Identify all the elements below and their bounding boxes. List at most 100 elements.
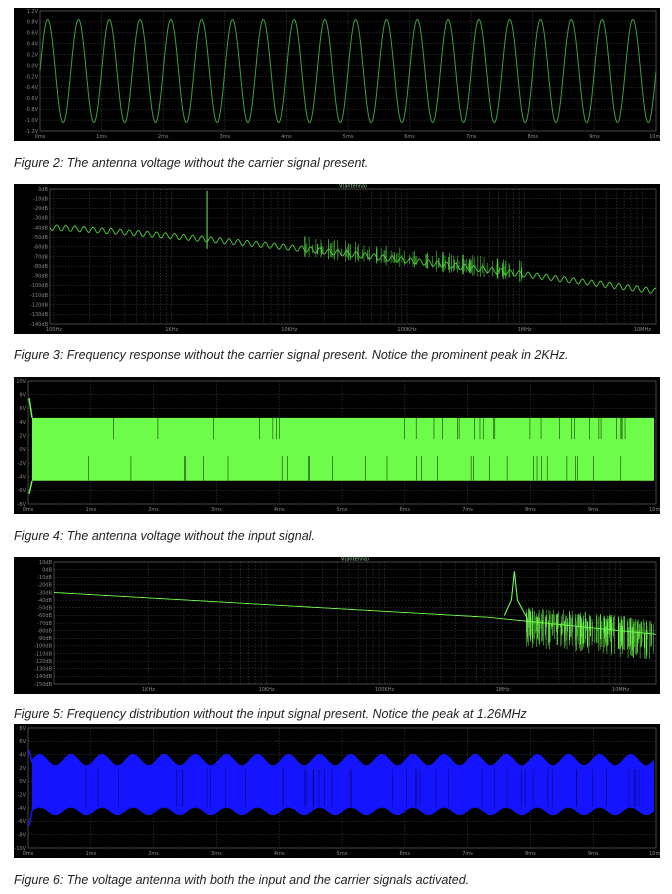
y-tick-label: -120dB <box>30 303 49 309</box>
x-tick-label: 0ms <box>23 851 34 857</box>
trace-label: V(antenna) <box>341 557 369 563</box>
x-tick-label: 3ms <box>219 134 230 140</box>
y-tick-label: 0.0V <box>27 63 39 69</box>
dropout-lines <box>88 417 626 481</box>
y-tick-label: -100dB <box>34 644 53 650</box>
carrier-envelope <box>32 417 654 481</box>
y-tick-label: -10dB <box>33 196 48 202</box>
y-tick-label: -40dB <box>33 225 48 231</box>
y-tick-label: 0.8V <box>27 20 39 26</box>
y-tick-label: 8V <box>19 392 26 398</box>
y-tick-label: -4V <box>18 474 27 480</box>
x-tick-label: 5ms <box>343 134 354 140</box>
figure-3-spectrum: 0dB -10dB -20dB -30dB -40dB -50dB -60dB -70dB -8… <box>30 184 657 333</box>
y-tick-label: 0dB <box>38 187 48 193</box>
y-tick-label: -140dB <box>34 674 53 680</box>
y-tick-label: -0.6V <box>25 96 39 102</box>
x-tick-label: 2ms <box>158 134 169 140</box>
x-tick-label: 5ms <box>337 507 348 513</box>
x-tick-label: 2ms <box>148 851 159 857</box>
y-tick-label: -70dB <box>33 254 48 260</box>
y-tick-label: 1.2V <box>27 9 39 15</box>
x-tick-label: 1ms <box>85 851 96 857</box>
y-tick-label: -110dB <box>34 651 53 657</box>
y-tick-label: -120dB <box>34 659 53 665</box>
y-tick-label: -50dB <box>33 235 48 241</box>
y-tick-label: -60dB <box>33 245 48 251</box>
x-tick-label: 8ms <box>525 851 536 857</box>
x-tick-label: 10KHz <box>281 327 297 333</box>
spectrum-trace <box>49 224 657 294</box>
y-tick-label: -60dB <box>37 613 52 619</box>
dropout-lines <box>85 769 640 807</box>
x-tick-label: 10ms <box>649 851 660 857</box>
x-tick-label: 100KHz <box>375 687 395 693</box>
y-tick-label: 4V <box>19 420 26 426</box>
y-tick-label: 0.6V <box>27 31 39 37</box>
y-tick-label: 8V <box>19 726 26 732</box>
y-tick-label: -50dB <box>37 606 52 612</box>
y-tick-label: -0.4V <box>25 85 39 91</box>
y-tick-label: -8V <box>18 832 27 838</box>
x-tick-label: 10MHz <box>634 327 651 333</box>
figure-3-caption: Figure 3: Frequency response without the… <box>14 348 569 362</box>
x-tick-label: 4ms <box>274 851 285 857</box>
figure-2-plot: 1.2V 0.8V 0.6V 0.4V 0.2V 0.0V -0.2V -0.4V -0.6V -… <box>14 8 660 141</box>
figure-6-caption: Figure 6: The voltage antenna with both … <box>14 873 470 887</box>
y-tick-label: -140dB <box>30 322 49 328</box>
figure-2-waveform: 1.2V 0.8V 0.6V 0.4V 0.2V 0.0V -0.2V -0.4V -0.6V -… <box>25 9 660 140</box>
y-tick-label: 10dB <box>39 560 53 566</box>
figure-5-caption: Figure 5: Frequency distribution without… <box>14 707 527 721</box>
y-tick-label: 10V <box>16 379 26 385</box>
y-tick-label: -30dB <box>33 216 48 222</box>
y-tick-label: -1.2V <box>25 129 39 135</box>
y-tick-label: -20dB <box>33 206 48 212</box>
hf-noise <box>526 607 655 660</box>
x-tick-label: 1ms <box>96 134 107 140</box>
harmonic-spikes <box>304 236 523 282</box>
y-tick-label: -6V <box>18 819 27 825</box>
y-tick-label: -2V <box>18 461 27 467</box>
x-tick-label: 10MHz <box>612 687 629 693</box>
y-tick-label: -0.8V <box>25 107 39 113</box>
x-tick-label: 1MHz <box>496 687 510 693</box>
y-tick-label: 2V <box>19 433 26 439</box>
plot-border <box>27 727 657 849</box>
x-tick-label: 3ms <box>211 507 222 513</box>
x-tick-label: 100KHz <box>397 327 417 333</box>
y-tick-label: 4V <box>19 752 26 758</box>
y-tick-label: -80dB <box>37 628 52 634</box>
figure-4-plot: 10V 8V 6V 4V 2V 0V -2V -4V -6V -8V 0ms 1ms 2ms 3ms 4ms… <box>14 377 660 514</box>
sine-trace <box>39 18 657 124</box>
start-transient <box>28 397 33 494</box>
x-tick-label: 8ms <box>525 507 536 513</box>
x-tick-label: 1KHz <box>142 687 155 693</box>
x-tick-label: 1ms <box>85 507 96 513</box>
y-tick-label: -80dB <box>33 264 48 270</box>
x-tick-label: 3ms <box>211 851 222 857</box>
figure-2-caption: Figure 2: The antenna voltage without th… <box>14 156 369 170</box>
y-tick-label: -100dB <box>30 283 49 289</box>
y-tick-label: 0V <box>19 447 26 453</box>
y-tick-label: -2V <box>18 792 27 798</box>
y-tick-label: -0.2V <box>25 74 39 80</box>
y-tick-label: -40dB <box>37 598 52 604</box>
y-tick-label: 2V <box>19 766 26 772</box>
x-tick-label: 7ms <box>462 851 473 857</box>
x-tick-label: 6ms <box>399 851 410 857</box>
y-tick-label: -10dB <box>37 575 52 581</box>
y-tick-label: 0.4V <box>27 42 39 48</box>
x-tick-label: 10ms <box>649 507 660 513</box>
figure-5-plot: 10dB 0dB -10dB -20dB -30dB -40dB -50dB -60dB -70… <box>14 557 660 694</box>
y-tick-label: -130dB <box>30 312 49 318</box>
y-tick-label: 0dB <box>42 567 52 573</box>
y-tick-label: 0V <box>19 779 26 785</box>
x-tick-label: 4ms <box>281 134 292 140</box>
x-tick-label: 9ms <box>588 851 599 857</box>
x-tick-label: 1MHz <box>518 327 532 333</box>
x-tick-label: 4ms <box>274 507 285 513</box>
y-tick-label: -70dB <box>37 621 52 627</box>
